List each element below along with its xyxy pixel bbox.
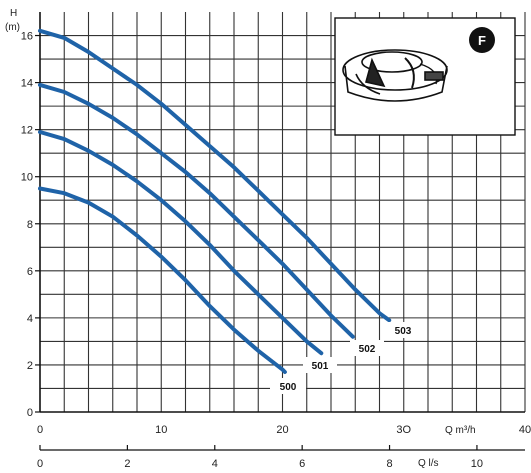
series-line-500	[38, 186, 287, 374]
x-bottom-tick-label: 0	[37, 458, 43, 470]
curve-labels: 500 501 502 503	[270, 322, 420, 394]
chart-series	[38, 28, 392, 374]
y-tick-label: 8	[27, 219, 33, 231]
y-axis-label: H	[10, 8, 17, 19]
chart-tick-labels: 0 2 4 6 8 10 12 14 16 0 10 20 3O 40 0 2 4 6 8 10	[21, 31, 531, 470]
x-top-tick-label: 10	[155, 424, 167, 436]
y-tick-label: 0	[27, 407, 33, 419]
curve-label-501: 501	[312, 361, 329, 372]
y-axis-unit: (m)	[5, 22, 20, 33]
y-tick-label: 12	[21, 125, 33, 137]
chart-axes	[39, 12, 525, 413]
x-top-tick-label: 0	[37, 424, 43, 436]
x-bottom-tick-label: 10	[471, 458, 483, 470]
y-tick-label: 2	[27, 360, 33, 372]
curve-label-502: 502	[359, 344, 376, 355]
x-bottom-tick-label: 4	[212, 458, 218, 470]
x-top-tick-label: 3O	[396, 424, 411, 436]
pump-impeller-icon	[342, 49, 448, 102]
series-line-503	[38, 28, 392, 323]
y-tick-label: 6	[27, 266, 33, 278]
series-line-502	[38, 82, 355, 339]
y-tick-label: 16	[21, 31, 33, 43]
f-badge-text: F	[478, 33, 486, 48]
y-tick-label: 4	[27, 313, 33, 325]
x-bottom-tick-label: 2	[124, 458, 130, 470]
f-badge	[469, 27, 495, 53]
x-top-tick-label: 20	[276, 424, 288, 436]
x-axis-bottom-label: Q l/s	[418, 458, 439, 469]
x-bottom-tick-label: 8	[386, 458, 392, 470]
y-tick-label: 14	[21, 78, 33, 90]
x-axis-top-label: Q m³/h	[445, 425, 476, 436]
series-line-501	[38, 130, 324, 356]
inset-box: F	[334, 17, 516, 136]
x-top-tick-label: 40	[519, 424, 531, 436]
curve-label-500: 500	[280, 382, 297, 393]
y-tick-label: 10	[21, 172, 33, 184]
curve-label-503: 503	[395, 326, 412, 337]
x-bottom-tick-label: 6	[299, 458, 305, 470]
